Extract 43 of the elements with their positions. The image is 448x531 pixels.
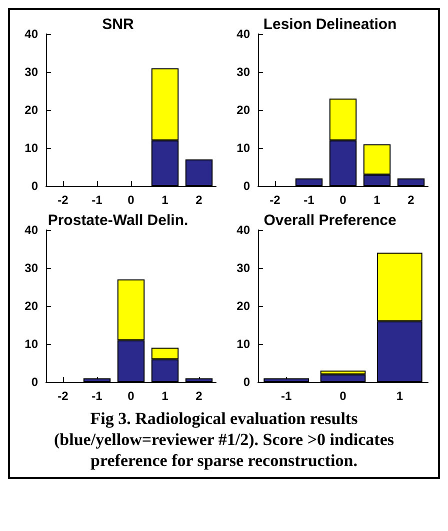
y-tick-label: 40 [24,27,38,41]
y-tick-label: 40 [236,223,250,237]
x-tick-label: 0 [340,193,347,207]
x-tick-label: 1 [374,193,381,207]
y-tick-label: 40 [236,27,250,41]
chart-title: Prostate-Wall Delin. [48,212,188,229]
y-tick-label: 30 [24,261,38,275]
y-tick-label: 0 [31,179,38,193]
y-tick-label: 20 [236,299,250,313]
x-tick-label: 0 [340,389,347,403]
chart-title: SNR [102,16,134,33]
x-tick-label: -2 [270,193,281,207]
y-tick-label: 10 [24,337,38,351]
y-tick-label: 0 [31,375,38,389]
y-tick-label: 40 [24,223,38,237]
x-tick-label: 2 [196,389,203,403]
y-tick-label: 20 [24,299,38,313]
x-tick-label: 2 [196,193,203,207]
y-tick-label: 30 [236,261,250,275]
x-tick-label: 2 [408,193,415,207]
x-tick-label: 1 [162,389,169,403]
y-tick-label: 20 [236,103,250,117]
x-tick-label: -2 [58,389,69,403]
y-tick-label: 10 [236,141,250,155]
x-tick-label: 1 [396,389,404,403]
x-tick-label: -1 [280,389,292,403]
x-tick-label: 0 [128,389,135,403]
y-tick-label: 0 [243,179,250,193]
y-tick-label: 10 [24,141,38,155]
x-tick-label: -1 [92,193,103,207]
x-tick-label: 0 [128,193,135,207]
x-tick-label: -1 [92,389,103,403]
chart-title: Overall Preference [264,212,396,229]
caption: Fig 3. Radiological evaluation results (blue/yellow=reviewer #1/2). Score >0 indicates preference for sparse reconstruction. [53,408,395,471]
x-tick-label: -1 [304,193,315,207]
x-tick-label: 1 [162,193,169,207]
y-tick-label: 30 [236,65,250,79]
y-tick-label: 10 [236,337,250,351]
y-tick-label: 0 [243,375,250,389]
x-tick-label: -2 [58,193,69,207]
chart-title: Lesion Delineation [263,16,397,33]
y-tick-label: 20 [24,103,38,117]
y-tick-label: 30 [24,65,38,79]
